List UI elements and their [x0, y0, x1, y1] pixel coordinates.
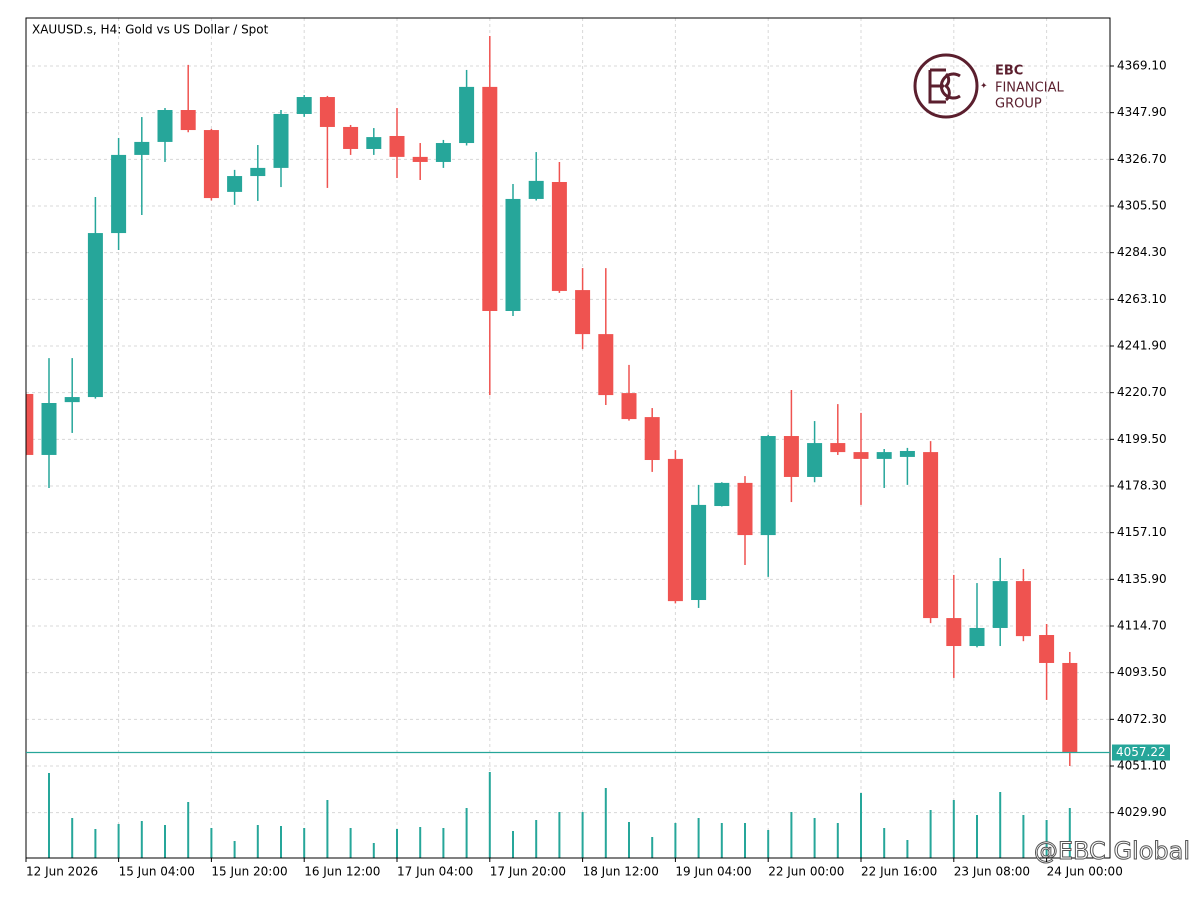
candle-body: [691, 504, 707, 601]
candle-body: [714, 482, 730, 507]
candle-body: [598, 334, 614, 396]
x-tick-label: 22 Jun 00:00: [768, 865, 844, 879]
candle-body: [111, 154, 127, 234]
candle-body: [783, 436, 799, 477]
x-tick-label: 23 Jun 08:00: [954, 865, 1030, 879]
y-tick-label: 4029.90: [1117, 805, 1167, 819]
candle-body: [296, 97, 312, 114]
candle-body: [203, 130, 219, 199]
x-tick-label: 17 Jun 04:00: [397, 865, 473, 879]
y-tick-label: 4199.50: [1117, 432, 1167, 446]
candle-body: [64, 397, 80, 403]
y-tick-label: 4051.10: [1117, 758, 1167, 772]
y-tick-label: 4157.10: [1117, 525, 1167, 539]
candle-body: [250, 167, 266, 177]
x-tick-label: 12 Jun 2026: [26, 865, 98, 879]
y-tick-label: 4220.70: [1117, 385, 1167, 399]
candle-body: [273, 113, 289, 168]
candle-body: [1039, 635, 1055, 663]
y-tick-label: 4135.90: [1117, 572, 1167, 586]
y-tick-label: 4326.70: [1117, 152, 1167, 166]
candle-body: [899, 450, 915, 457]
candle-body: [621, 393, 637, 420]
current-price-box: [1112, 744, 1170, 761]
logo-ring: [913, 53, 979, 119]
x-tick-label: 15 Jun 20:00: [211, 865, 287, 879]
candle-body: [807, 443, 823, 477]
candle-body: [876, 452, 892, 459]
candle-body: [992, 581, 1008, 628]
y-tick-label: 4305.50: [1117, 198, 1167, 212]
candle-body: [923, 452, 939, 619]
candle-body: [505, 198, 521, 311]
candle-body: [528, 180, 544, 199]
y-tick-label: 4093.50: [1117, 665, 1167, 679]
candle-body: [26, 393, 34, 455]
candle-body: [969, 627, 985, 647]
candle-body: [667, 458, 683, 602]
logo-text: GROUP: [995, 97, 1042, 112]
y-tick-label: 4263.10: [1117, 292, 1167, 306]
candle-body: [1062, 662, 1078, 753]
y-tick-label: 4241.90: [1117, 338, 1167, 352]
candle-body: [760, 436, 776, 536]
x-tick-label: 16 Jun 12:00: [304, 865, 380, 879]
candle-body: [134, 141, 150, 155]
y-tick-label: 4369.10: [1117, 58, 1167, 72]
candle-body: [87, 233, 103, 398]
x-tick-label: 18 Jun 12:00: [583, 865, 659, 879]
candle-body: [482, 86, 498, 311]
volume-layer: [48, 772, 1071, 858]
logo-star: ✦: [980, 82, 988, 92]
candle-body: [227, 176, 243, 192]
candle-body: [737, 482, 753, 536]
candle-body: [644, 417, 660, 461]
candle-body: [366, 137, 382, 149]
current-price-label: 4057.22: [1116, 745, 1166, 759]
candle-body: [830, 443, 846, 453]
x-tick-label: 15 Jun 04:00: [119, 865, 195, 879]
candle-body: [343, 126, 359, 149]
candle-body: [319, 97, 335, 127]
y-tick-label: 4072.30: [1117, 712, 1167, 726]
x-tick-label: 22 Jun 16:00: [861, 865, 937, 879]
watermark: @EBC Global: [1034, 837, 1190, 865]
candle-body: [459, 86, 475, 144]
logo-mark: [928, 68, 961, 104]
candle-body: [41, 403, 57, 455]
candle-body: [435, 143, 451, 162]
logo: ✦ EBC FINANCIAL GROUP: [913, 53, 1064, 119]
x-tick-label: 24 Jun 00:00: [1047, 865, 1123, 879]
candle-body: [157, 110, 173, 142]
logo-text: EBC: [995, 64, 1023, 79]
x-tick-label: 17 Jun 20:00: [490, 865, 566, 879]
chart-title: XAUUSD.s, H4: Gold vs US Dollar / Spot: [32, 23, 269, 37]
candle-body: [946, 618, 962, 647]
y-tick-label: 4284.30: [1117, 245, 1167, 259]
candle-body: [853, 452, 869, 459]
y-tick-label: 4114.70: [1117, 618, 1167, 632]
candle-body: [551, 181, 567, 291]
candle-body: [412, 156, 428, 162]
x-tick-label: 19 Jun 04:00: [675, 865, 751, 879]
logo-text: FINANCIAL: [995, 81, 1064, 96]
candle-body: [575, 290, 591, 335]
plot-frame: [25, 17, 1111, 859]
candle-body: [389, 135, 405, 157]
candle-layer: [26, 36, 1078, 766]
candle-body: [1015, 581, 1031, 637]
y-tick-label: 4178.30: [1117, 478, 1167, 492]
y-tick-label: 4347.90: [1117, 105, 1167, 119]
candle-body: [180, 110, 196, 131]
